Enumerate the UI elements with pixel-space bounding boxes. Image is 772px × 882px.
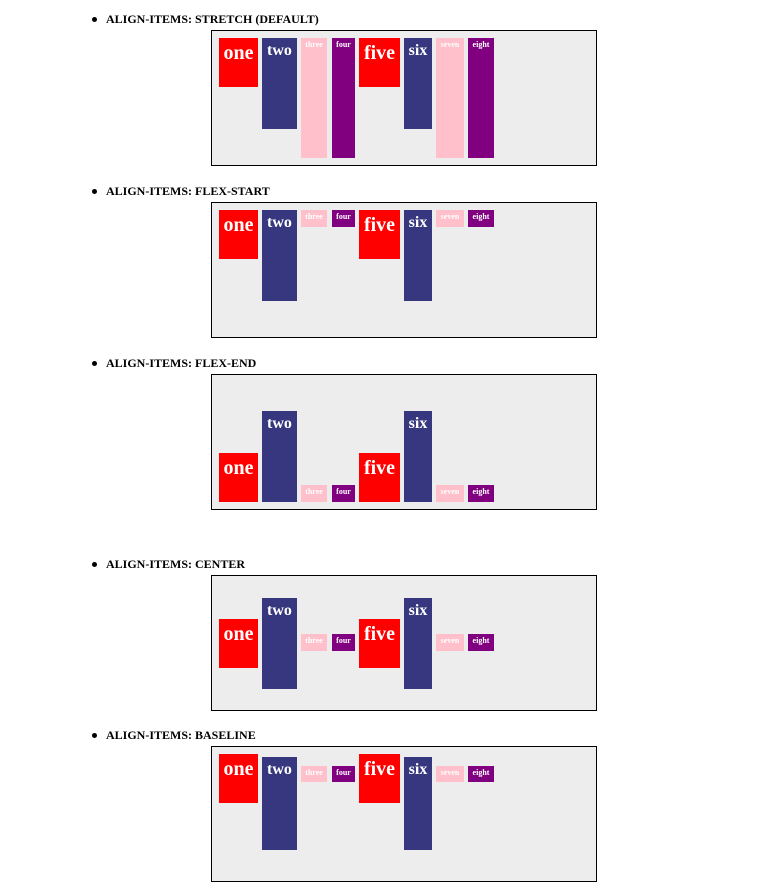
flex-item-four: four (332, 766, 355, 782)
flex-item-six: six (404, 757, 432, 850)
flex-item-six: six (404, 38, 432, 129)
bullet-icon (92, 361, 97, 366)
flex-item-two: two (262, 210, 297, 301)
flex-item-seven: seven (436, 766, 464, 782)
section-heading: ALIGN-ITEMS: FLEX-END (106, 356, 257, 370)
flex-item-seven: seven (436, 210, 464, 227)
flex-container: one two three four five six seven eight (211, 374, 597, 510)
flex-item-five: five (359, 754, 400, 803)
flex-item-seven: seven (436, 485, 464, 502)
flex-item-three: three (301, 38, 327, 158)
flex-item-eight: eight (468, 485, 494, 502)
bullet-icon (92, 17, 97, 22)
flex-item-four: four (332, 210, 355, 227)
flex-item-two: two (262, 411, 297, 502)
bullet-icon (92, 189, 97, 194)
section-heading: ALIGN-ITEMS: STRETCH (DEFAULT) (106, 12, 319, 26)
flex-item-one: one (219, 38, 258, 87)
flex-item-three: three (301, 634, 327, 651)
flex-item-seven: seven (436, 38, 464, 158)
flex-container: one two three four five six seven eight (211, 575, 597, 711)
flex-item-one: one (219, 754, 258, 803)
bullet-icon (92, 562, 97, 567)
bullet-icon (92, 733, 97, 738)
flex-item-eight: eight (468, 634, 494, 651)
flex-container: one two three four five six seven eight (211, 202, 597, 338)
flex-item-eight: eight (468, 210, 494, 227)
section-heading: ALIGN-ITEMS: FLEX-START (106, 184, 270, 198)
flex-item-two: two (262, 757, 297, 850)
flex-item-five: five (359, 210, 400, 259)
flex-item-four: four (332, 485, 355, 502)
section-heading: ALIGN-ITEMS: CENTER (106, 557, 246, 571)
flex-item-four: four (332, 38, 355, 158)
flex-item-seven: seven (436, 634, 464, 651)
flex-item-two: two (262, 598, 297, 689)
flex-item-eight: eight (468, 38, 494, 158)
flex-item-three: three (301, 485, 327, 502)
flex-item-eight: eight (468, 766, 494, 782)
flex-item-three: three (301, 210, 327, 227)
flex-item-two: two (262, 38, 297, 129)
flex-item-five: five (359, 453, 400, 502)
flex-item-one: one (219, 453, 258, 502)
flex-item-six: six (404, 210, 432, 301)
section-heading: ALIGN-ITEMS: BASELINE (106, 728, 256, 742)
flex-container: one two three four five six seven eight (211, 746, 597, 882)
flex-container: one two three four five six seven eight (211, 30, 597, 166)
flex-item-one: one (219, 619, 258, 668)
flex-item-one: one (219, 210, 258, 259)
flex-item-six: six (404, 411, 432, 502)
flex-item-six: six (404, 598, 432, 689)
flex-item-five: five (359, 38, 400, 87)
flex-item-four: four (332, 634, 355, 651)
flex-item-five: five (359, 619, 400, 668)
flex-item-three: three (301, 766, 327, 782)
